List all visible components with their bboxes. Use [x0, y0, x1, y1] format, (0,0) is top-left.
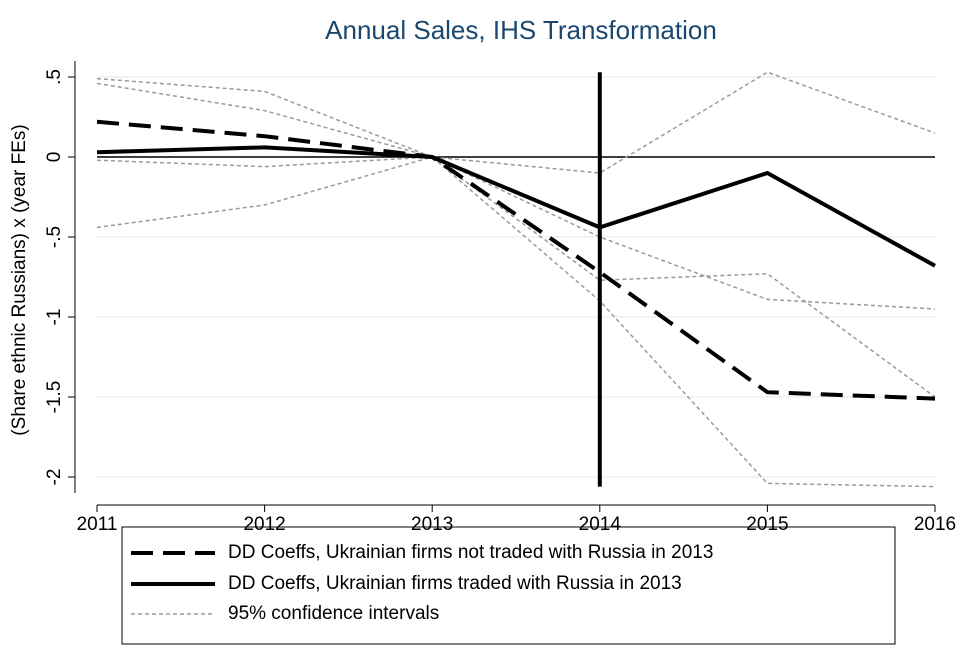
- y-tick-label: .5: [44, 69, 65, 85]
- y-tick-label: -.5: [44, 226, 65, 248]
- y-tick-label: -1: [44, 309, 65, 326]
- y-tick-label: -2: [44, 469, 65, 486]
- legend-label: DD Coeffs, Ukrainian firms not traded wi…: [228, 542, 713, 563]
- ci-line: [96, 156, 936, 398]
- legend-label: DD Coeffs, Ukrainian firms traded with R…: [228, 573, 682, 594]
- ci-line: [96, 82, 936, 310]
- legend-label: 95% confidence intervals: [228, 603, 439, 624]
- x-tick-label: 2011: [77, 514, 118, 535]
- chart-title: Annual Sales, IHS Transformation: [325, 15, 717, 45]
- x-tick-label: 2014: [579, 514, 622, 535]
- x-tick-label: 2012: [243, 514, 285, 535]
- y-tick-label: 0: [44, 152, 65, 163]
- y-axis-label: (Share ethnic Russians) x (year FEs): [9, 124, 30, 436]
- y-tick-label: -1.5: [44, 381, 65, 414]
- series-line: [96, 145, 936, 268]
- ci-line: [96, 71, 936, 174]
- x-tick-label: 2013: [411, 514, 453, 535]
- legend: [121, 526, 896, 645]
- series-line: [96, 119, 936, 401]
- x-tick-label: 2016: [914, 514, 956, 535]
- x-tick-label: 2015: [746, 514, 788, 535]
